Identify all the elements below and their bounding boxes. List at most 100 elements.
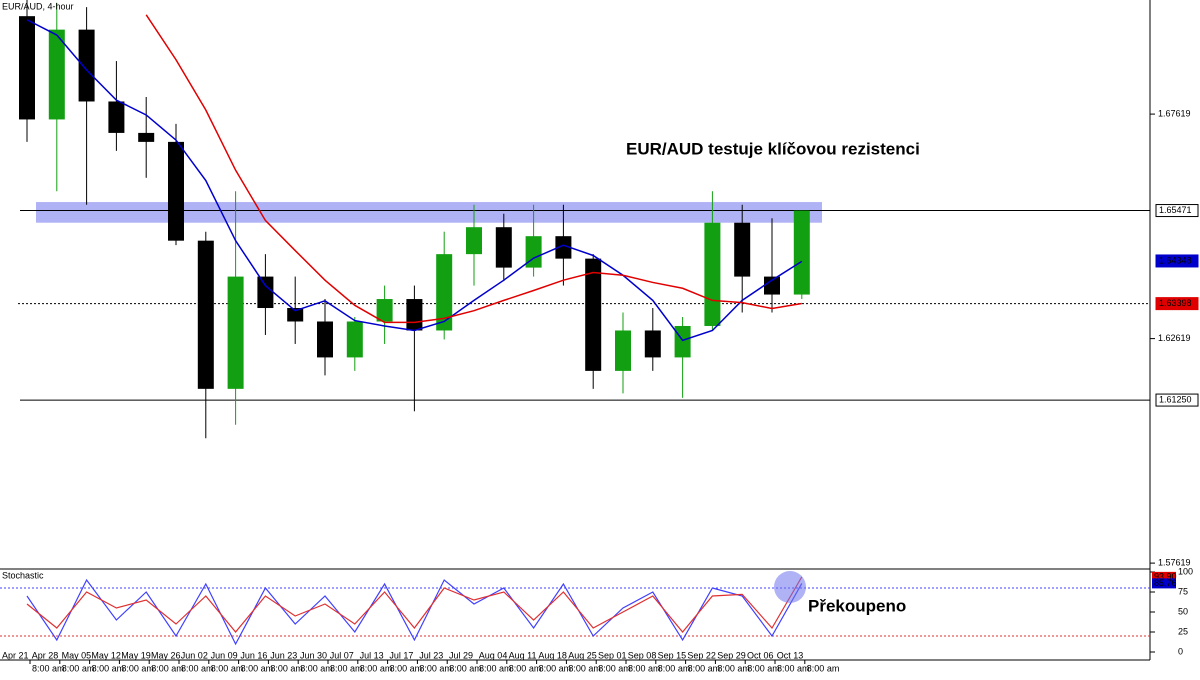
x-tick-time: 8:00 am (568, 663, 601, 673)
x-tick-time: 8:00 am (121, 663, 154, 673)
x-tick-time: 8:00 am (479, 663, 512, 673)
x-tick-time: 8:00 am (300, 663, 333, 673)
x-tick-time: 8:00 am (211, 663, 244, 673)
x-tick-label: Apr 21 (2, 650, 29, 660)
indicator-title: Stochastic (2, 570, 44, 580)
x-tick-time: 8:00 am (807, 663, 840, 673)
x-tick-time: 8:00 am (390, 663, 423, 673)
x-tick-label: Jul 29 (449, 650, 473, 660)
value-tag (1152, 571, 1176, 582)
x-tick-time: 8:00 am (419, 663, 452, 673)
x-tick-label: Jul 23 (419, 650, 443, 660)
candle-body (525, 236, 542, 268)
candle-body (168, 141, 184, 241)
price-tag-label: 1.63398 (1159, 298, 1192, 308)
price-tag-label: 1.65471 (1159, 205, 1192, 215)
x-tick-label: Jun 30 (300, 650, 327, 660)
x-tick-time: 8:00 am (598, 663, 631, 673)
x-tick-time: 8:00 am (32, 663, 65, 673)
candle-body (108, 101, 125, 133)
value-tag-label: 93.90 (1154, 571, 1177, 581)
candle-body (734, 222, 751, 277)
x-tick-time: 8:00 am (509, 663, 542, 673)
candle-body (346, 321, 363, 358)
candle-body (197, 240, 214, 389)
highlight-circle (774, 571, 806, 603)
x-tick-label: Apr 28 (32, 650, 59, 660)
candle-body (376, 299, 393, 322)
x-tick-label: Aug 18 (538, 650, 567, 660)
moving-average (145, 14, 802, 324)
y-tick-label: 100 (1178, 566, 1193, 576)
x-tick-label: Oct 13 (777, 650, 804, 660)
chart-title: EUR/AUD, 4-hour (2, 1, 74, 11)
x-tick-time: 8:00 am (92, 663, 125, 673)
x-tick-time: 8:00 am (539, 663, 572, 673)
x-tick-time: 8:00 am (449, 663, 482, 673)
candle-body (287, 308, 304, 322)
y-tick-label: 25 (1178, 626, 1188, 636)
moving-average (26, 19, 803, 342)
stochastic-line (26, 576, 803, 633)
candle-body (19, 16, 35, 120)
x-tick-label: May 05 (62, 650, 92, 660)
x-tick-time: 8:00 am (747, 663, 780, 673)
y-tick-label: 50 (1178, 606, 1188, 616)
x-tick-label: Sep 29 (717, 650, 746, 660)
x-tick-label: Sep 01 (598, 650, 627, 660)
x-tick-time: 8:00 am (330, 663, 363, 673)
candle-body (644, 330, 661, 358)
candle-body (555, 236, 572, 259)
candle-body (406, 299, 423, 331)
x-tick-time: 8:00 am (777, 663, 810, 673)
price-tag-label: 1.64348 (1159, 255, 1192, 265)
x-tick-label: Sep 22 (687, 650, 716, 660)
x-tick-label: Aug 25 (568, 650, 597, 660)
candle-body (436, 254, 453, 331)
x-tick-time: 8:00 am (658, 663, 691, 673)
x-tick-time: 8:00 am (360, 663, 393, 673)
x-tick-time: 8:00 am (270, 663, 303, 673)
x-tick-label: Aug 11 (509, 650, 537, 660)
price-tag (1155, 204, 1199, 218)
candle-body (227, 276, 244, 389)
x-tick-label: Jun 09 (211, 650, 238, 660)
annotation: Překoupeno (808, 596, 906, 615)
x-tick-label: Jul 07 (330, 650, 354, 660)
x-tick-time: 8:00 am (628, 663, 661, 673)
price-tag-label: 1.61250 (1159, 394, 1192, 404)
candle-body (78, 29, 95, 102)
annotation: EUR/AUD testuje klíčovou rezistenci (626, 139, 920, 158)
price-tag (1155, 393, 1199, 407)
x-tick-label: Jul 17 (389, 650, 413, 660)
y-tick-label: 1.57619 (1158, 557, 1191, 567)
x-tick-label: Jul 13 (360, 650, 384, 660)
candle-body (138, 132, 155, 142)
x-tick-label: Jun 23 (270, 650, 297, 660)
x-tick-time: 8:00 am (181, 663, 214, 673)
price-tag (1155, 254, 1199, 268)
candle-body (704, 222, 721, 326)
x-tick-label: Sep 15 (658, 650, 687, 660)
candle-body (764, 276, 780, 295)
candle-body (257, 276, 274, 309)
candle-body (466, 227, 482, 255)
x-tick-label: May 12 (91, 650, 121, 660)
x-tick-time: 8:00 am (62, 663, 95, 673)
x-tick-time: 8:00 am (241, 663, 274, 673)
x-tick-label: May 19 (121, 650, 151, 660)
x-tick-label: Jun 02 (181, 650, 208, 660)
x-tick-time: 8:00 am (717, 663, 750, 673)
x-tick-label: Oct 06 (747, 650, 774, 660)
candle-body (615, 330, 631, 371)
y-tick-label: 75 (1178, 586, 1188, 596)
candle-body (495, 227, 512, 268)
x-tick-label: Sep 08 (628, 650, 657, 660)
candle-body (793, 210, 810, 295)
price-tag (1155, 297, 1199, 311)
x-tick-time: 8:00 am (151, 663, 184, 673)
value-tag-label: 85.76 (1154, 578, 1177, 588)
candle-body (317, 321, 333, 358)
candle-body (48, 29, 65, 120)
